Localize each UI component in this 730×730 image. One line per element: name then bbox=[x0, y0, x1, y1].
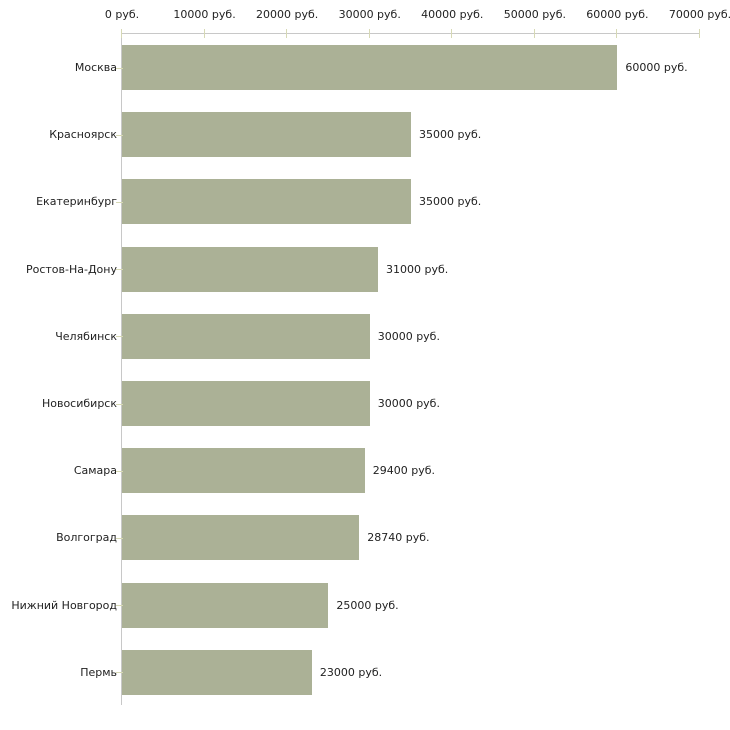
bar bbox=[122, 381, 370, 427]
value-label: 60000 руб. bbox=[625, 61, 688, 75]
category-tick bbox=[116, 336, 123, 338]
value-label: 35000 руб. bbox=[419, 128, 482, 142]
bar-row: Новосибирск 30000 руб. bbox=[42, 370, 700, 437]
bar bbox=[122, 649, 312, 695]
plot-area: 0 руб. 10000 руб. 20000 руб. 30000 руб. 4000… bbox=[11, 8, 730, 706]
x-axis-tick bbox=[121, 29, 122, 38]
x-axis-tick-label: 0 руб. bbox=[104, 8, 140, 21]
value-label: 25000 руб. bbox=[336, 598, 399, 612]
x-axis-tick bbox=[616, 29, 618, 38]
value-label: 23000 руб. bbox=[319, 665, 383, 679]
category-label: Волгоград bbox=[56, 531, 117, 545]
bar-row: Красноярск 35000 руб. bbox=[49, 101, 700, 168]
bar-row: Пермь 23000 руб. bbox=[80, 639, 700, 706]
x-axis-tick-label: 10000 руб. bbox=[173, 8, 236, 21]
value-label: 28740 руб. bbox=[367, 531, 430, 545]
bar bbox=[122, 112, 411, 158]
bar bbox=[122, 45, 618, 91]
value-label: 30000 руб. bbox=[377, 397, 440, 411]
value-label: 35000 руб. bbox=[419, 195, 482, 209]
category-label: Москва bbox=[74, 61, 117, 75]
bar-row: Нижний Новгород 25000 руб. bbox=[11, 572, 700, 639]
category-tick bbox=[116, 67, 123, 69]
category-label: Пермь bbox=[80, 665, 117, 679]
category-tick bbox=[116, 672, 123, 674]
category-label: Ростов-На-Дону bbox=[25, 262, 117, 276]
x-axis-tick bbox=[451, 29, 453, 38]
category-tick bbox=[116, 403, 123, 405]
category-tick bbox=[116, 470, 123, 472]
x-axis-tick bbox=[699, 29, 700, 38]
bar-row: Челябинск 30000 руб. bbox=[55, 303, 700, 370]
x-axis-tick bbox=[203, 29, 205, 38]
category-tick bbox=[116, 605, 123, 607]
value-label: 29400 руб. bbox=[372, 464, 436, 478]
bar bbox=[122, 582, 329, 628]
bar bbox=[122, 246, 378, 292]
x-axis-tick-label: 50000 руб. bbox=[503, 8, 566, 21]
x-axis-tick-label: 30000 руб. bbox=[338, 8, 401, 21]
category-tick bbox=[116, 269, 123, 271]
bar bbox=[122, 448, 365, 494]
bar-row: Екатеринбург 35000 руб. bbox=[36, 168, 700, 235]
x-axis-tick bbox=[286, 29, 288, 38]
category-label: Новосибирск bbox=[41, 397, 117, 411]
x-axis-tick bbox=[368, 29, 370, 38]
category-tick bbox=[116, 134, 123, 136]
x-axis-tick-label: 40000 руб. bbox=[421, 8, 484, 21]
category-label: Самара bbox=[73, 464, 117, 478]
bar-row: Волгоград 28740 руб. bbox=[56, 504, 700, 571]
x-axis-tick-label: 20000 руб. bbox=[256, 8, 319, 21]
bar bbox=[122, 179, 411, 225]
value-label: 30000 руб. bbox=[377, 329, 440, 343]
category-label: Красноярск bbox=[49, 128, 117, 142]
bar-row: Самара 29400 руб. bbox=[74, 437, 700, 504]
bar-row: Москва 60000 руб. bbox=[75, 34, 700, 101]
category-tick bbox=[116, 201, 123, 203]
bar bbox=[122, 313, 370, 359]
category-tick bbox=[116, 537, 123, 539]
x-axis-tick-label: 70000 руб. bbox=[668, 8, 730, 21]
value-label: 31000 руб. bbox=[385, 262, 449, 276]
x-axis-tick-label: 60000 руб. bbox=[586, 8, 649, 21]
category-label: Челябинск bbox=[55, 329, 117, 343]
category-label: Нижний Новгород bbox=[11, 598, 117, 612]
category-label: Екатеринбург bbox=[36, 195, 117, 209]
bar-row: Ростов-На-Дону 31000 руб. bbox=[26, 236, 700, 303]
x-axis-tick bbox=[533, 29, 535, 38]
bar bbox=[122, 515, 360, 561]
